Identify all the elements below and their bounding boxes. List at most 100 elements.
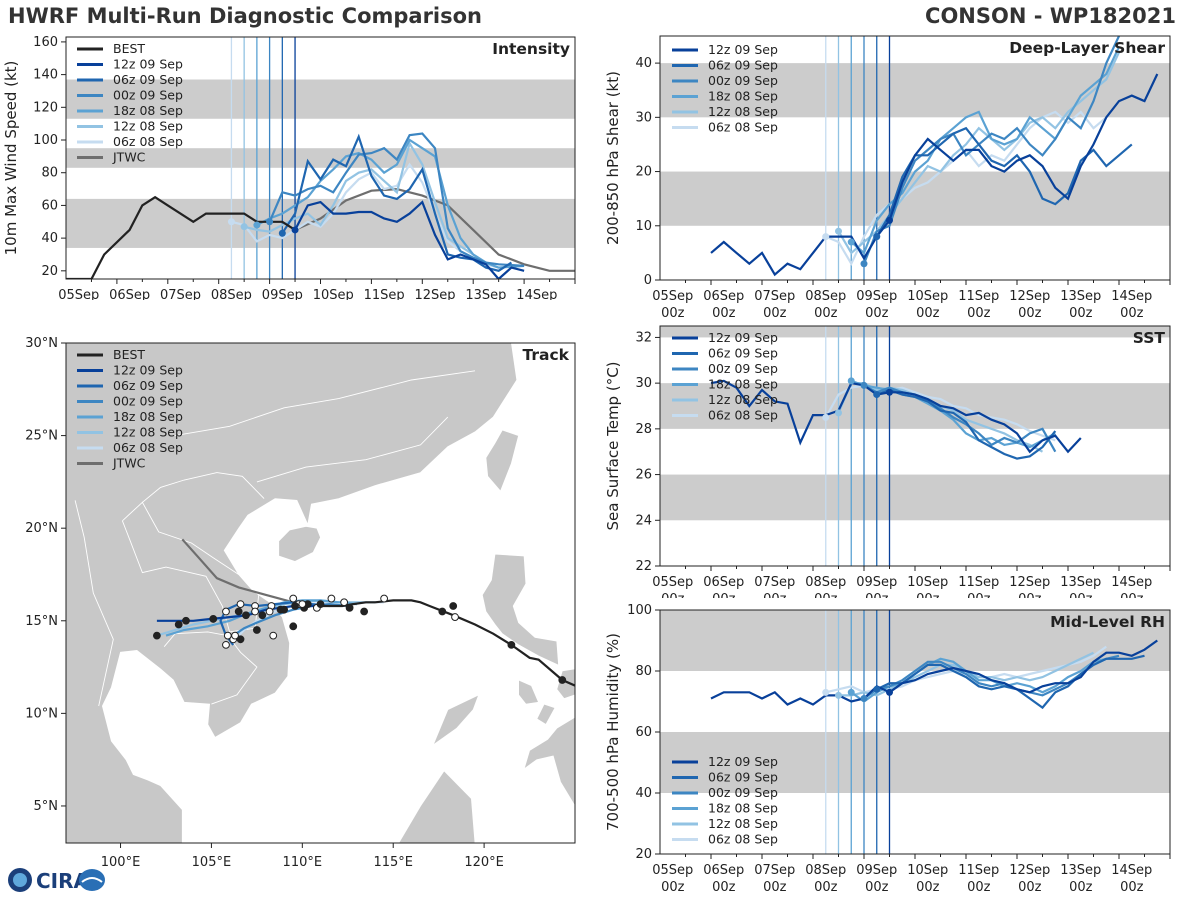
- x-tick-label: 00z: [967, 306, 991, 321]
- panel-title: SST: [1133, 329, 1166, 347]
- shading-band: [660, 63, 1170, 118]
- init-marker: [822, 233, 830, 241]
- init-marker: [847, 688, 855, 696]
- shading-band: [660, 732, 1170, 793]
- x-tick-label: 07Sep: [754, 863, 795, 878]
- y-tick-label: 160: [33, 35, 58, 50]
- track-marker: [298, 600, 307, 609]
- shading-band: [660, 326, 1170, 338]
- x-tick-label: 00z: [1018, 306, 1042, 321]
- y-axis-label: Sea Surface Temp (°C): [604, 361, 622, 530]
- best-marker: [451, 613, 459, 621]
- x-tick-label: 10Sep: [907, 575, 948, 590]
- init-marker: [886, 688, 893, 696]
- x-tick-label: 00z: [661, 880, 685, 895]
- x-tick-label: 00z: [661, 306, 685, 321]
- x-tick-label: 00z: [814, 306, 838, 321]
- panel-title: Deep-Layer Shear: [1009, 39, 1165, 57]
- x-tick-label: 08Sep: [805, 863, 846, 878]
- x-tick-label: 14Sep: [1111, 575, 1152, 590]
- country-border: [142, 472, 265, 503]
- x-tick-label: 00z: [916, 306, 940, 321]
- init-marker: [847, 377, 855, 385]
- y-tick-label: 0: [644, 273, 652, 288]
- x-tick-label: 00z: [967, 880, 991, 895]
- y-tick-label: 80: [635, 664, 652, 679]
- track-marker: [223, 631, 232, 640]
- lat-tick-label: 25°N: [25, 429, 58, 444]
- init-marker: [835, 409, 842, 417]
- lat-tick-label: 10°N: [25, 706, 58, 721]
- lon-tick-label: 105°E: [192, 855, 232, 870]
- init-marker: [860, 694, 868, 702]
- run-line: [876, 388, 1057, 460]
- track-marker: [242, 611, 250, 620]
- x-tick-label: 00z: [1069, 306, 1093, 321]
- x-tick-label: 08Sep: [805, 289, 846, 304]
- country-border: [163, 631, 258, 705]
- legend-label: 06z 08 Sep: [708, 408, 778, 423]
- y-axis-label: 10m Max Wind Speed (kt): [2, 61, 20, 256]
- legend-label: 06z 08 Sep: [113, 134, 183, 149]
- x-tick-label: 00z: [1120, 880, 1144, 895]
- x-tick-label: 00z: [1120, 592, 1144, 598]
- x-tick-label: 13Sep: [1060, 289, 1101, 304]
- legend-label: 00z 09 Sep: [708, 361, 778, 376]
- legend-label: 00z 09 Sep: [708, 785, 778, 800]
- track-marker: [289, 594, 298, 603]
- y-tick-label: 26: [635, 468, 652, 483]
- plot-area: [660, 36, 1170, 280]
- track-marker: [231, 631, 239, 640]
- y-tick-label: 140: [33, 68, 58, 83]
- x-tick-label: 11Sep: [364, 288, 405, 300]
- legend-label: 12z 09 Sep: [113, 363, 183, 378]
- y-tick-label: 100: [627, 603, 652, 618]
- shading-band: [660, 474, 1170, 521]
- y-tick-label: 10: [635, 219, 652, 234]
- x-tick-label: 05Sep: [58, 288, 99, 300]
- run-line: [862, 36, 1120, 265]
- track-marker: [345, 603, 354, 612]
- legend-label: 06z 09 Sep: [113, 378, 183, 393]
- land-mass: [485, 429, 520, 492]
- track-marker: [251, 607, 259, 616]
- country-border: [122, 501, 239, 575]
- y-axis-label: 700-500 hPa Humidity (%): [604, 633, 622, 831]
- x-tick-label: 06Sep: [109, 288, 150, 300]
- y-tick-label: 80: [41, 166, 58, 181]
- legend-label: 12z 09 Sep: [113, 57, 183, 72]
- best-marker: [558, 676, 567, 684]
- init-marker: [266, 218, 274, 226]
- x-tick-label: 00z: [661, 592, 685, 598]
- lon-tick-label: 120°E: [464, 855, 504, 870]
- y-tick-label: 100: [33, 133, 58, 148]
- legend-label: 06z 08 Sep: [708, 832, 778, 847]
- legend-label: 06z 09 Sep: [113, 72, 183, 87]
- y-tick-label: 28: [635, 422, 652, 437]
- x-tick-label: 00z: [814, 880, 838, 895]
- x-tick-label: 10Sep: [907, 289, 948, 304]
- init-marker: [822, 688, 830, 696]
- track-marker: [269, 631, 278, 640]
- legend-label: 18z 08 Sep: [708, 801, 778, 816]
- land-mass: [432, 694, 480, 747]
- best-marker: [360, 607, 369, 616]
- panel-title: Track: [523, 346, 570, 364]
- x-tick-label: 00z: [712, 592, 736, 598]
- x-tick-label: 14Sep: [516, 288, 557, 300]
- x-tick-label: 00z: [763, 592, 787, 598]
- y-tick-label: 30: [635, 376, 652, 391]
- legend-label: 12z 08 Sep: [113, 425, 183, 440]
- x-tick-label: 12Sep: [415, 288, 456, 300]
- init-marker: [822, 413, 830, 421]
- best-line: [710, 379, 890, 446]
- run-line: [268, 132, 525, 267]
- land-mass: [536, 703, 556, 726]
- lat-tick-label: 30°N: [25, 336, 58, 351]
- x-tick-label: 14Sep: [1111, 863, 1152, 878]
- init-marker: [835, 691, 842, 699]
- track-marker: [222, 640, 230, 649]
- x-tick-label: 10Sep: [313, 288, 354, 300]
- panel-title: Mid-Level RH: [1050, 613, 1165, 631]
- track-chart: 100°E 105°E 110°E 115°E 120°E 5°N 10°N 15°N 20°N…: [25, 336, 576, 870]
